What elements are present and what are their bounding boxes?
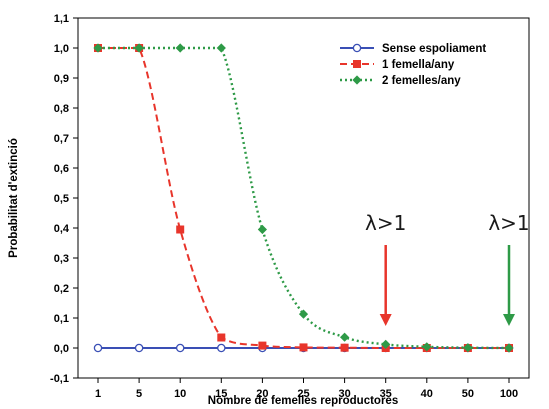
x-axis: 1 5 10 15 20 25 30 35 40 50 100 (95, 378, 518, 400)
y-tick-label: -0,1 (50, 373, 69, 385)
legend-label: 1 femella/any (382, 59, 455, 71)
annotation-label: λ>1 (488, 211, 529, 235)
annotation-label: λ>1 (365, 211, 406, 235)
legend-item: 1 femella/any (340, 59, 455, 71)
plot-frame (77, 17, 530, 379)
data-point (176, 225, 185, 234)
y-tick-label: 1,1 (54, 13, 69, 25)
legend-item: 2 femelles/any (340, 75, 461, 87)
y-axis: -0,1 0,0 0,1 0,2 0,3 0,4 0,5 0,6 0,7 0,8 0,9 1,0 1,1 (50, 13, 78, 385)
legend-marker (352, 43, 362, 53)
annotation-arrow-head (379, 314, 392, 326)
x-tick-label: 30 (338, 388, 350, 400)
data-point (504, 343, 514, 353)
data-point (217, 343, 226, 353)
annotation-arrow-head (503, 314, 515, 326)
annotations-layer: λ>1 λ>1 (365, 211, 530, 326)
x-tick-label: 35 (380, 388, 392, 400)
x-tick-label: 1 (95, 388, 101, 400)
x-tick-label: 15 (215, 388, 227, 400)
series-line (97, 46, 510, 350)
y-tick-label: 0,7 (54, 133, 69, 145)
data-point (175, 43, 185, 53)
data-point (93, 343, 103, 353)
data-point (257, 224, 267, 235)
annotation: λ>1 (488, 211, 530, 326)
x-tick-label: 10 (174, 388, 186, 400)
data-point (134, 43, 144, 53)
y-tick-label: 0,2 (54, 283, 69, 295)
legend-label: 2 femelles/any (382, 75, 461, 87)
y-tick-label: 0,0 (54, 343, 69, 355)
y-tick-label: 0,3 (54, 253, 69, 265)
series-line (97, 46, 509, 349)
data-point (422, 342, 432, 352)
x-axis-title: Nombre de femelles reproductores (208, 395, 398, 407)
y-tick-label: 0,4 (54, 223, 70, 235)
legend-marker (352, 75, 362, 85)
x-tick-label: 100 (500, 388, 518, 400)
data-point (340, 343, 349, 352)
series-3 (93, 43, 514, 353)
data-point (463, 343, 473, 353)
data-point (340, 332, 350, 342)
data-point (93, 43, 103, 53)
y-tick-label: 0,5 (54, 193, 69, 205)
legend: Sense espoliament 1 femella/any 2 femelles… (340, 43, 486, 87)
data-point (175, 343, 185, 353)
data-point (381, 339, 391, 349)
x-tick-label: 40 (421, 388, 433, 400)
y-tick-label: 1,0 (54, 43, 69, 55)
legend-marker (353, 60, 361, 68)
y-tick-label: 0,6 (54, 163, 69, 175)
y-tick-label: 0,9 (54, 73, 69, 85)
data-point (298, 309, 309, 319)
x-tick-label: 20 (256, 388, 268, 400)
annotation: λ>1 (365, 211, 406, 326)
data-point (258, 341, 267, 350)
data-point (216, 43, 226, 53)
x-tick-label: 25 (297, 388, 309, 400)
y-tick-label: 0,1 (54, 313, 69, 325)
y-axis-title: Probabilitat d'extinció (8, 138, 20, 258)
y-tick-label: 0,8 (54, 103, 69, 115)
data-point (217, 333, 226, 342)
legend-label: Sense espoliament (382, 43, 486, 55)
x-tick-label: 50 (462, 388, 474, 400)
data-point (134, 343, 144, 353)
x-tick-label: 5 (136, 388, 142, 400)
data-point (299, 343, 308, 352)
series-layer (93, 43, 514, 353)
legend-item: Sense espoliament (340, 43, 486, 55)
